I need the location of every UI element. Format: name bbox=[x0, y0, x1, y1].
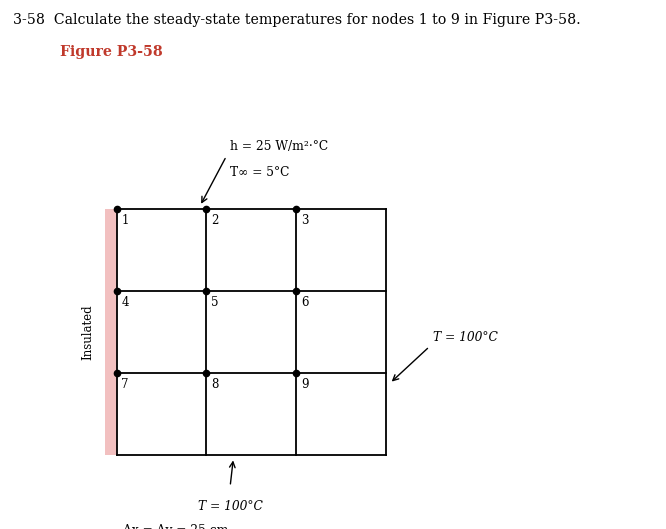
Text: Figure P3-58: Figure P3-58 bbox=[60, 45, 163, 59]
Text: 6: 6 bbox=[301, 296, 308, 309]
Text: 5: 5 bbox=[211, 296, 218, 309]
Text: T = 100°C: T = 100°C bbox=[433, 331, 498, 344]
Text: 3-58  Calculate the steady-state temperatures for nodes 1 to 9 in Figure P3-58.: 3-58 Calculate the steady-state temperat… bbox=[13, 13, 581, 27]
Text: 7: 7 bbox=[121, 378, 129, 391]
Text: T = 100°C: T = 100°C bbox=[198, 500, 262, 513]
Text: 4: 4 bbox=[121, 296, 129, 309]
Text: T∞ = 5°C: T∞ = 5°C bbox=[230, 166, 289, 179]
Text: 8: 8 bbox=[211, 378, 218, 391]
Text: 9: 9 bbox=[301, 378, 308, 391]
Text: 1: 1 bbox=[121, 214, 129, 227]
Bar bbox=[105, 209, 117, 455]
Text: h = 25 W/m²·°C: h = 25 W/m²·°C bbox=[230, 140, 328, 153]
Text: 3: 3 bbox=[301, 214, 308, 227]
Text: 2: 2 bbox=[211, 214, 218, 227]
Text: Δx = Δy = 25 cm: Δx = Δy = 25 cm bbox=[123, 524, 228, 529]
Text: Insulated: Insulated bbox=[81, 304, 95, 360]
